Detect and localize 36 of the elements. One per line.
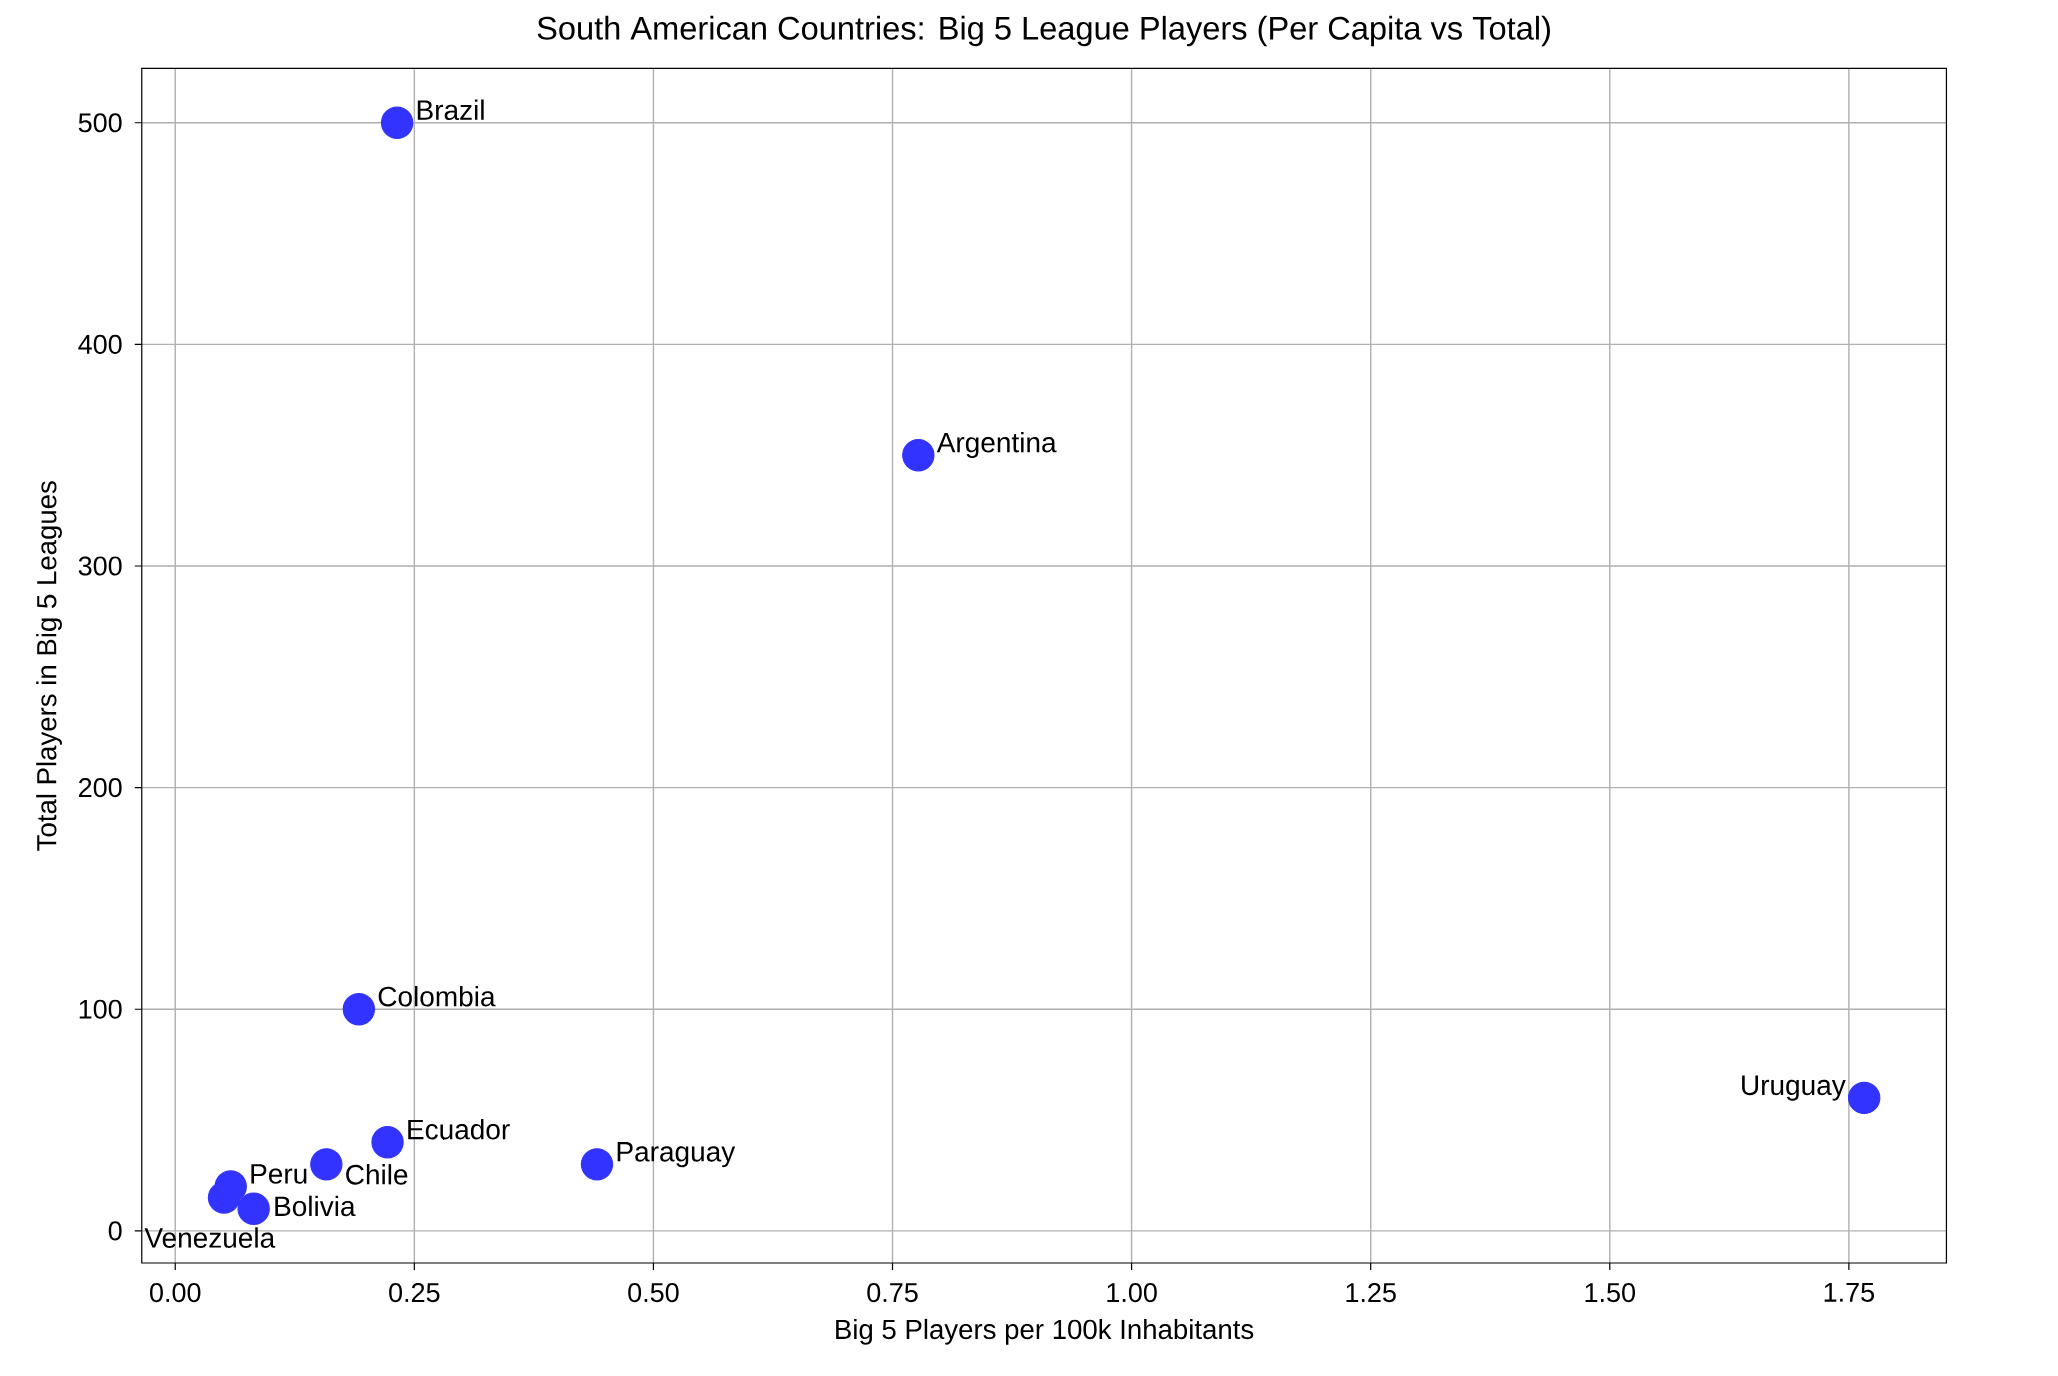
y-tick-label: 500 bbox=[78, 113, 122, 133]
x-tick-label: 0.25 bbox=[389, 1283, 440, 1303]
annotation: Bolivia bbox=[275, 1195, 356, 1217]
annotation: Peru bbox=[251, 1164, 307, 1184]
x-tick-label: 1.00 bbox=[1107, 1283, 1157, 1303]
y-tick-label: 100 bbox=[79, 999, 122, 1019]
annotation: Argentina bbox=[936, 431, 1057, 458]
x-tick-label: 1.50 bbox=[1585, 1283, 1635, 1303]
y-axis-title: Total Players in Big 5 Leagues bbox=[36, 481, 62, 851]
point bbox=[310, 1148, 343, 1181]
annotation: Paraguay bbox=[617, 1142, 736, 1168]
y-tick-label: 400 bbox=[78, 334, 122, 354]
point bbox=[902, 438, 935, 472]
point bbox=[342, 993, 376, 1026]
y-tick-label: 300 bbox=[78, 556, 122, 576]
chart-title: South American Countries: Big 5 League Players (Per Capita vs Total) bbox=[537, 15, 1550, 47]
annotation: Brazil bbox=[417, 99, 484, 121]
point bbox=[371, 1126, 404, 1159]
x-tick-label: 1.25 bbox=[1346, 1283, 1396, 1303]
x-tick-label: 0.00 bbox=[150, 1283, 201, 1303]
annotation: Ecuador bbox=[408, 1118, 510, 1140]
y-tick-label: 200 bbox=[79, 778, 122, 798]
x-tick-label: 1.75 bbox=[1824, 1283, 1875, 1302]
annotation: Uruguay bbox=[1742, 1075, 1846, 1101]
annotation: Venezuela bbox=[144, 1227, 276, 1248]
point bbox=[380, 106, 414, 139]
x-tick-label: 0.50 bbox=[628, 1283, 679, 1303]
y-tick-label: 0 bbox=[108, 1221, 122, 1241]
point bbox=[580, 1148, 614, 1181]
x-axis-title: Big 5 Players per 100k Inhabitants bbox=[836, 1318, 1254, 1345]
annotation: Colombia bbox=[378, 985, 496, 1007]
annotation: Chile bbox=[346, 1164, 408, 1185]
point bbox=[1847, 1081, 1881, 1115]
point bbox=[207, 1181, 241, 1214]
point bbox=[237, 1192, 270, 1225]
x-tick-label: 0.75 bbox=[867, 1283, 918, 1303]
